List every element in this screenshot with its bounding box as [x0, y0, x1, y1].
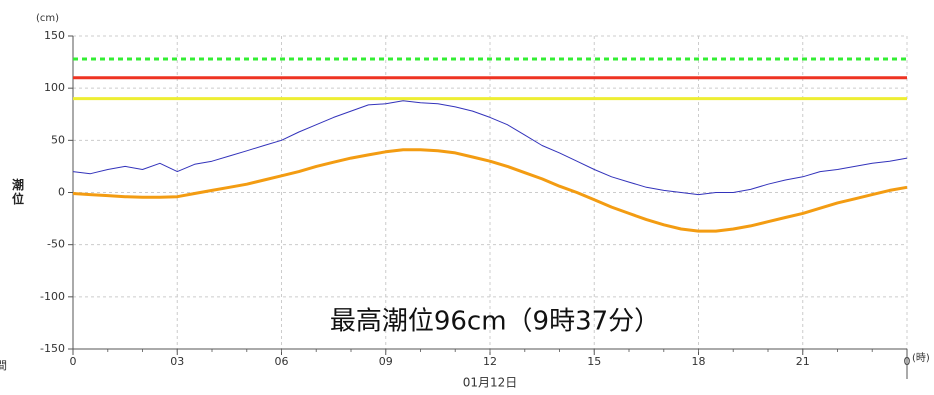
annotation: 最高潮位96cm（9時37分）	[330, 307, 660, 337]
series-line	[72, 100, 908, 196]
y-tick-label: -150	[40, 342, 65, 355]
x-tick-label: 15	[587, 355, 601, 368]
x-tick-label: 12	[483, 355, 497, 368]
y-tick-label: -100	[40, 290, 65, 303]
y-tick-label: 0	[58, 186, 65, 199]
side-label: 間	[0, 359, 7, 372]
x-unit: (時)	[912, 352, 930, 364]
y-label: 潮位	[12, 178, 25, 206]
y-tick-label: 100	[44, 81, 65, 94]
x-label: 01月12日	[463, 376, 518, 390]
y-tick-label: 50	[51, 133, 65, 146]
y-tick-label: 150	[44, 29, 65, 42]
x-tick-label: 09	[379, 355, 393, 368]
x-tick-label: 21	[796, 355, 810, 368]
x-tick-label: 18	[692, 355, 706, 368]
series-line	[72, 148, 908, 233]
x-tick-label: 06	[275, 355, 289, 368]
y-unit: (cm)	[36, 13, 59, 24]
y-tick-label: -50	[47, 238, 65, 251]
x-tick-label: 0	[70, 355, 77, 368]
x-tick-label: 03	[170, 355, 184, 368]
